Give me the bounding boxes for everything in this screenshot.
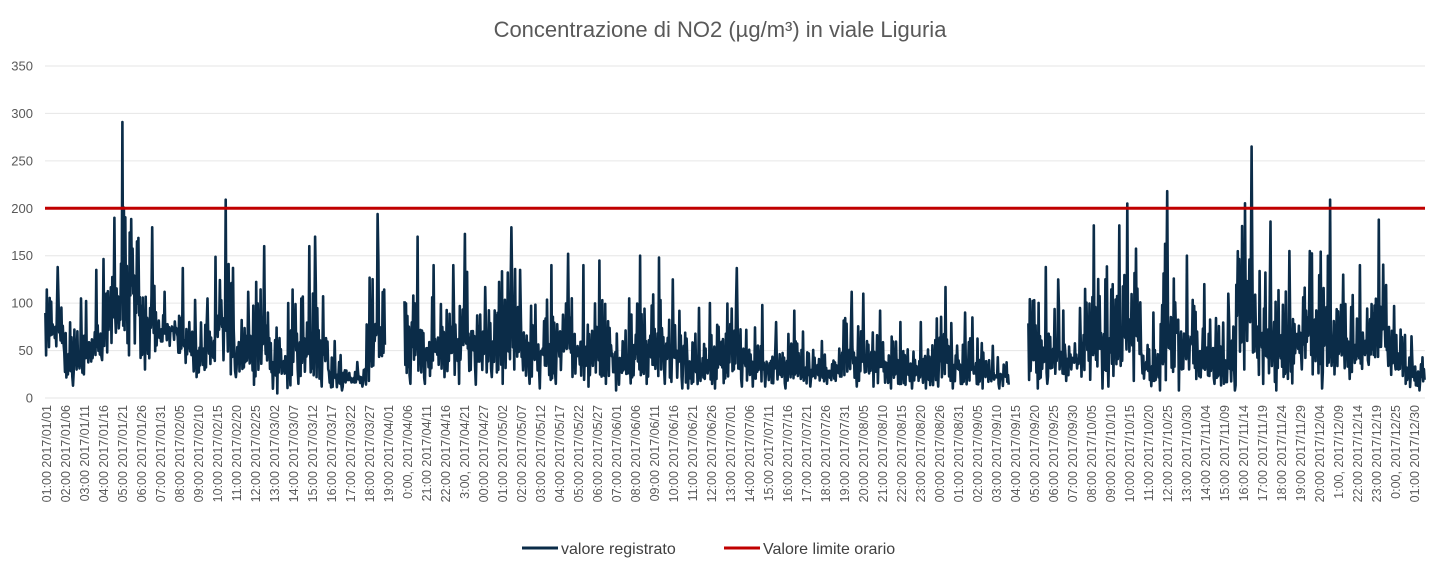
x-tick-label: 02:00 2017/09/05: [971, 405, 985, 502]
y-tick-label: 250: [11, 153, 33, 168]
y-tick-label: 100: [11, 296, 33, 311]
x-tick-label: 1:00, 2017/12/09: [1332, 405, 1346, 499]
x-tick-label: 0:00, 2017/04/06: [401, 405, 415, 499]
legend: valore registrato Valore limite orario: [522, 541, 895, 558]
x-tick-label: 10:00 2017/06/16: [667, 405, 681, 502]
x-axis-ticks: 01:00 2017/01/01 02:00 2017/01/06 03:00 20…: [40, 405, 1422, 502]
x-tick-label: 07:00 2017/01/31: [154, 405, 168, 502]
x-tick-label: 16:00 2017/11/14: [1237, 405, 1251, 501]
legend-label-valore-registrato: valore registrato: [561, 541, 676, 558]
x-tick-label: 22:00 2017/08/15: [895, 405, 909, 502]
x-tick-label: 21:00 2017/04/11: [420, 405, 434, 501]
x-tick-label: 22:00 2017/04/16: [439, 405, 453, 502]
x-tick-label: 19:00 2017/07/31: [838, 405, 852, 502]
y-tick-label: 150: [11, 248, 33, 263]
x-tick-label: 05:00 2017/05/22: [572, 405, 586, 502]
x-tick-label: 13:00 2017/07/01: [724, 405, 738, 502]
x-tick-label: 23:00 2017/08/20: [914, 405, 928, 502]
x-tick-label: 08:00 2017/02/05: [173, 405, 187, 502]
x-tick-label: 13:00 2017/03/02: [268, 405, 282, 502]
x-tick-label: 11:00 2017/10/20: [1142, 405, 1156, 501]
x-tick-label: 0:00, 2017/12/25: [1389, 405, 1403, 499]
x-tick-label: 16:00 2017/03/17: [325, 405, 339, 502]
x-tick-label: 01:00 2017/08/31: [952, 405, 966, 502]
x-tick-label: 03:00 2017/05/12: [534, 405, 548, 502]
y-tick-label: 200: [11, 201, 33, 216]
x-tick-label: 13:00 2017/10/30: [1180, 405, 1194, 502]
y-tick-label: 300: [11, 106, 33, 121]
x-tick-label: 08:00 2017/10/05: [1085, 405, 1099, 502]
x-tick-label: 19:00 2017/04/01: [382, 405, 396, 502]
series-line-segment: [403, 226, 1010, 392]
x-tick-label: 15:00 2017/11/09: [1218, 405, 1232, 501]
x-tick-label: 04:00 2017/09/15: [1009, 405, 1023, 502]
x-tick-label: 03:00 2017/01/11: [78, 405, 92, 501]
x-tick-label: 04:00 2017/01/16: [97, 405, 111, 502]
x-tick-label: 18:00 2017/07/26: [819, 405, 833, 502]
x-tick-label: 17:00 2017/03/22: [344, 405, 358, 502]
series-valore-registrato: [44, 120, 1426, 395]
x-tick-label: 14:00 2017/03/07: [287, 405, 301, 502]
x-tick-label: 10:00 2017/02/15: [211, 405, 225, 502]
x-tick-label: 06:00 2017/01/26: [135, 405, 149, 502]
legend-label-valore-limite-orario: Valore limite orario: [763, 541, 895, 558]
x-tick-label: 17:00 2017/07/21: [800, 405, 814, 502]
x-tick-label: 03:00 2017/09/10: [990, 405, 1004, 502]
x-tick-label: 18:00 2017/03/27: [363, 405, 377, 502]
x-tick-label: 14:00 2017/07/06: [743, 405, 757, 502]
x-tick-label: 05:00 2017/01/21: [116, 405, 130, 502]
x-tick-label: 21:00 2017/08/10: [876, 405, 890, 502]
y-axis-ticks: 0 50 100 150 200 250 300 350: [11, 59, 33, 406]
series-line-segment: [44, 120, 387, 395]
x-tick-label: 04:00 2017/05/17: [553, 405, 567, 502]
x-tick-label: 20:00 2017/08/05: [857, 405, 871, 502]
x-tick-label: 19:00 2017/11/29: [1294, 405, 1308, 501]
x-tick-label: 17:00 2017/11/19: [1256, 405, 1270, 501]
y-tick-label: 0: [26, 391, 33, 406]
x-tick-label: 3:00, 2017/04/21: [458, 405, 472, 499]
x-tick-label: 12:00 2017/02/25: [249, 405, 263, 502]
x-tick-label: 12:00 2017/06/26: [705, 405, 719, 502]
x-tick-label: 12:00 2017/10/25: [1161, 405, 1175, 502]
x-tick-label: 16:00 2017/07/16: [781, 405, 795, 502]
x-tick-label: 15:00 2017/07/11: [762, 405, 776, 501]
chart-title: Concentrazione di NO2 (µg/m³) in viale L…: [494, 17, 948, 42]
series-line-segment: [1027, 145, 1426, 392]
x-tick-label: 01:00 2017/01/01: [40, 405, 54, 502]
x-tick-label: 08:00 2017/06/06: [629, 405, 643, 502]
x-tick-label: 23:00 2017/12/19: [1370, 405, 1384, 502]
x-tick-label: 06:00 2017/09/25: [1047, 405, 1061, 502]
x-tick-label: 01:00 2017/12/30: [1408, 405, 1422, 502]
x-tick-label: 18:00 2017/11/24: [1275, 405, 1289, 501]
x-tick-label: 09:00 2017/02/10: [192, 405, 206, 502]
x-tick-label: 02:00 2017/05/07: [515, 405, 529, 502]
x-tick-label: 15:00 2017/03/12: [306, 405, 320, 502]
x-tick-label: 00:00 2017/08/26: [933, 405, 947, 502]
x-tick-label: 14:00 2017/11/04: [1199, 405, 1213, 501]
x-tick-label: 09:00 2017/06/11: [648, 405, 662, 501]
x-tick-label: 01:00 2017/05/02: [496, 405, 510, 502]
x-tick-label: 20:00 2017/12/04: [1313, 405, 1327, 502]
x-tick-label: 07:00 2017/09/30: [1066, 405, 1080, 502]
x-tick-label: 09:00 2017/10/10: [1104, 405, 1118, 502]
x-tick-label: 02:00 2017/01/06: [59, 405, 73, 502]
x-tick-label: 22:00 2017/12/14: [1351, 405, 1365, 502]
x-tick-label: 06:00 2017/05/27: [591, 405, 605, 502]
x-tick-label: 00:00 2017/04/27: [477, 405, 491, 502]
x-tick-label: 11:00 2017/02/20: [230, 405, 244, 501]
x-tick-label: 11:00 2017/06/21: [686, 405, 700, 501]
y-tick-label: 350: [11, 59, 33, 74]
x-tick-label: 07:00 2017/06/01: [610, 405, 624, 502]
x-tick-label: 05:00 2017/09/20: [1028, 405, 1042, 502]
y-tick-label: 50: [19, 343, 33, 358]
x-tick-label: 10:00 2017/10/15: [1123, 405, 1137, 502]
